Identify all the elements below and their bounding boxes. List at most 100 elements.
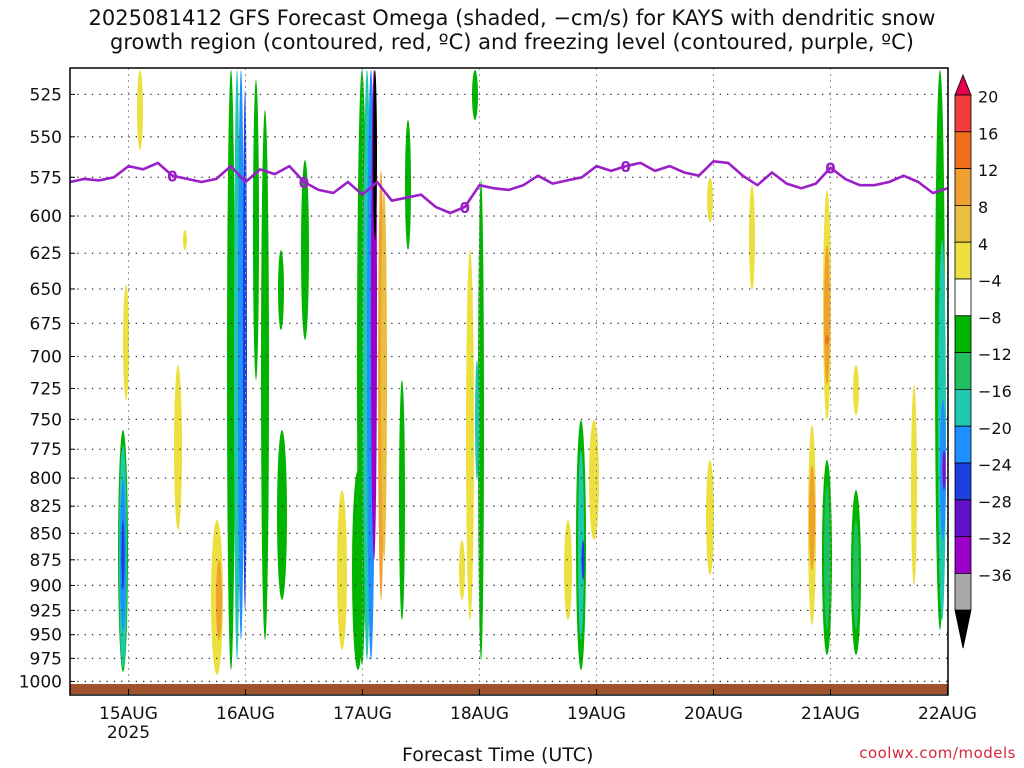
axes: 525 550 575 600 625 650 675 700 725 750 775 800 825 8… [19, 67, 977, 743]
omega-shade-blob [121, 520, 125, 590]
x-tick-label: 22AUG [918, 704, 977, 724]
colorbar-label: −36 [978, 566, 1012, 585]
y-tick-label: 725 [30, 379, 62, 399]
x-tick-label: 18AUG [450, 704, 509, 724]
omega-shade-blob [253, 80, 259, 380]
y-tick-label: 675 [30, 314, 62, 334]
omega-shade-blob [466, 250, 474, 620]
colorbar-label: 20 [978, 88, 998, 107]
colorbar-label: −20 [978, 419, 1012, 438]
chart-title: 2025081412 GFS Forecast Omega (shaded, −… [88, 6, 936, 54]
omega-shade-blob [809, 465, 815, 570]
colorbar-swatch [954, 131, 972, 170]
omega-shade-blob [277, 430, 287, 600]
omega-shade-blob [749, 185, 755, 290]
omega-shade-blob [183, 230, 187, 250]
colorbar-swatch [954, 536, 972, 574]
x-axis-title: Forecast Time (UTC) [402, 744, 594, 766]
y-tick-label: 575 [30, 168, 62, 188]
omega-shade-blob [478, 180, 484, 660]
colorbar-cap-top [954, 73, 972, 96]
colorbar-label: −12 [978, 345, 1012, 364]
freezing-level-label: 0 [460, 199, 470, 217]
terrain-fill [70, 684, 948, 694]
colorbar-swatch [954, 315, 972, 353]
omega-shade-blob [589, 420, 599, 540]
colorbar-swatch [954, 388, 972, 427]
colorbar-label: 8 [978, 198, 988, 217]
plot-frame [69, 67, 949, 696]
y-tick-label: 525 [30, 85, 62, 105]
y-tick-label: 900 [30, 576, 62, 596]
omega-shade-blob [707, 178, 713, 222]
omega-shade-blob [373, 70, 377, 240]
freezing-level-label: 0 [299, 174, 309, 192]
omega-shade-blob [238, 70, 244, 640]
omega-shade-blob [261, 110, 269, 640]
colorbar-label: −16 [978, 382, 1012, 401]
omega-shade-blob [381, 190, 387, 560]
y-tick-label: 700 [30, 347, 62, 367]
omega-shade-blob [853, 520, 859, 630]
colorbar-swatch [954, 204, 972, 243]
freezing-level-contour: 0 0 0 0 0 [69, 158, 948, 217]
omega-shade-blob [123, 285, 129, 400]
y-tick-label: 1000 [19, 672, 62, 692]
omega-shade-blob [278, 250, 284, 330]
colorbar-swatch [954, 352, 972, 390]
freezing-level-label: 0 [167, 168, 177, 186]
x-tick-label: 17AUG [333, 704, 392, 724]
omega-shade-blob [227, 70, 235, 670]
omega-shading [70, 68, 948, 695]
x-tick-label: 21AUG [801, 704, 860, 724]
colorbar-cap-bottom [954, 609, 972, 649]
colorbar-swatch [954, 499, 972, 537]
watermark: coolwx.com/models [859, 744, 1016, 762]
omega-shade-blob [824, 245, 830, 385]
terrain-strip [70, 684, 948, 694]
y-tick-label: 775 [30, 440, 62, 460]
omega-shade-blob [853, 365, 859, 415]
colorbar-swatch [954, 241, 972, 280]
y-tick-label: 975 [30, 649, 62, 669]
y-tick-label: 600 [30, 207, 62, 227]
omega-shade-blob [399, 380, 405, 620]
colorbar-swatch [954, 278, 972, 317]
colorbar-label: −4 [978, 272, 1002, 291]
y-tick-label: 650 [30, 280, 62, 300]
colorbar-label: −8 [978, 308, 1002, 327]
y-tick-label: 950 [30, 626, 62, 646]
omega-shade-blob [824, 485, 830, 630]
x-tick-label: 19AUG [567, 704, 626, 724]
colorbar-label: −28 [978, 492, 1012, 511]
freezing-level-label: 0 [621, 158, 631, 176]
y-tick-label: 925 [30, 601, 62, 621]
colorbar-swatch [954, 425, 972, 464]
omega-shade-blob [137, 70, 143, 150]
omega-shade-blob [706, 460, 714, 575]
colorbar-swatch [954, 573, 972, 611]
y-tick-label: 800 [30, 469, 62, 489]
omega-shade-blob [564, 520, 572, 620]
colorbar-label: −32 [978, 529, 1012, 548]
x-tick-label: 16AUG [216, 704, 275, 724]
omega-shade-blob [475, 360, 479, 480]
omega-shade-blob [472, 70, 478, 120]
freezing-level-line [69, 160, 948, 215]
colorbar-label: 12 [978, 161, 998, 180]
x-tick-sublabel: 2025 [107, 723, 150, 743]
omega-shade-blob [942, 450, 946, 490]
colorbar-label: 16 [978, 124, 998, 143]
y-tick-label: 850 [30, 524, 62, 544]
colorbar-label: −24 [978, 456, 1012, 475]
x-tick-label: 15AUG [99, 704, 158, 724]
y-tick-label: 625 [30, 244, 62, 264]
y-tick-label: 825 [30, 497, 62, 517]
omega-shade-blob [581, 540, 585, 580]
y-tick-label: 875 [30, 551, 62, 571]
omega-shade-blob [459, 540, 465, 600]
colorbar-swatch [954, 94, 972, 133]
x-tick-label: 20AUG [684, 704, 743, 724]
colorbar: 20 16 12 8 4 −4 −8 −12 −16 −20 −24 −28 −32 −36 [954, 73, 1012, 649]
